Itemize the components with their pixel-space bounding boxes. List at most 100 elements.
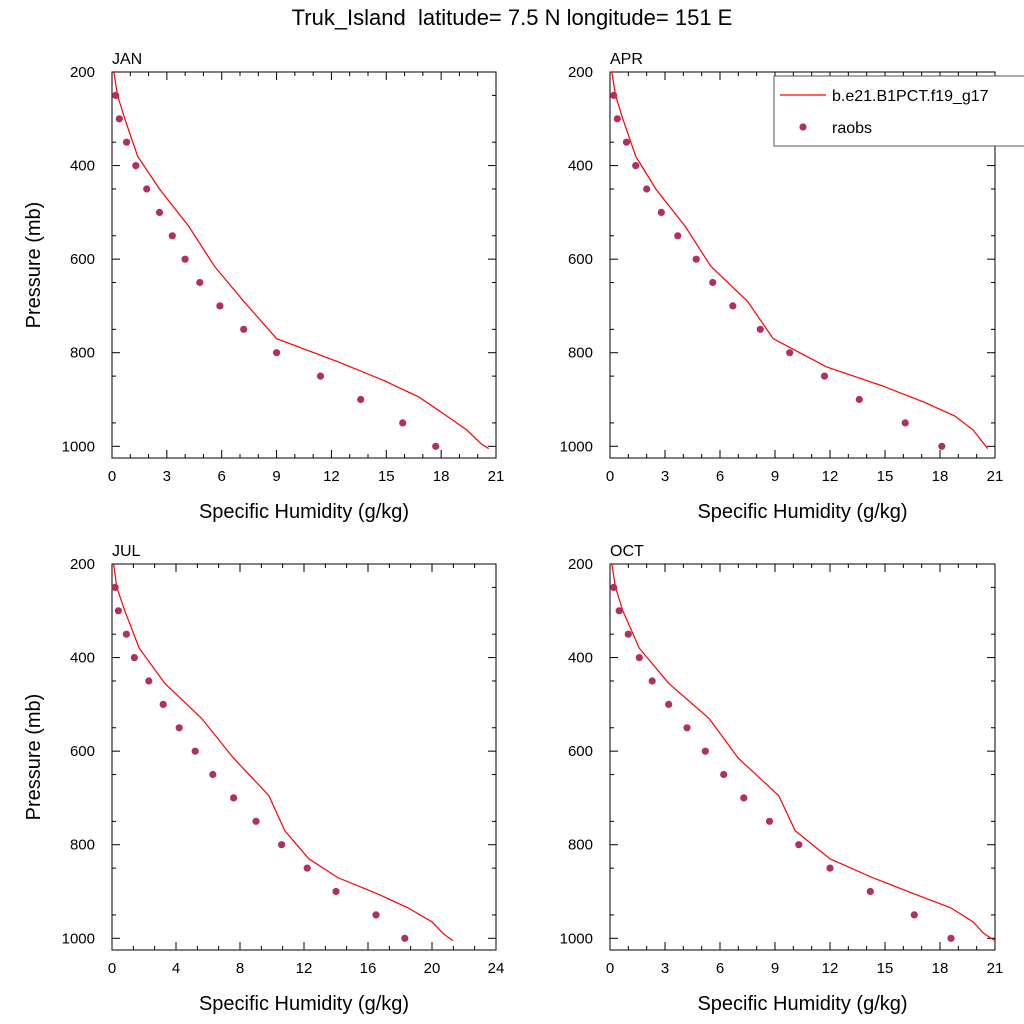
x-tick-label: 0	[606, 468, 614, 485]
x-axis-label: Specific Humidity (g/kg)	[199, 501, 409, 523]
raobs-point	[622, 138, 631, 146]
raobs-point	[230, 794, 238, 802]
x-tick-label: 3	[661, 960, 669, 977]
raobs-point	[168, 232, 176, 240]
raobs-point	[613, 115, 621, 123]
raobs-point	[635, 654, 643, 662]
raobs-point	[196, 278, 204, 287]
x-tick-label: 6	[716, 960, 724, 977]
raobs-point	[855, 395, 863, 404]
plot-frame	[111, 71, 497, 459]
x-tick-label: 4	[172, 960, 180, 977]
raobs-point	[175, 724, 183, 732]
y-tick-label: 1000	[560, 930, 593, 947]
raobs-point	[740, 794, 748, 802]
raobs-point	[399, 419, 407, 427]
raobs-point	[216, 302, 224, 310]
raobs-point	[901, 419, 909, 427]
y-tick-label: 800	[568, 837, 593, 854]
raobs-point	[657, 208, 665, 216]
x-tick-label: 16	[360, 960, 377, 977]
raobs-point	[357, 395, 365, 404]
raobs-point	[112, 91, 120, 99]
raobs-point	[820, 372, 829, 380]
y-tick-label: 400	[70, 158, 95, 175]
raobs-point	[115, 115, 123, 123]
y-tick-label: 200	[568, 556, 593, 573]
raobs-point	[692, 255, 700, 263]
x-tick-label: 3	[661, 468, 669, 485]
y-tick-label: 600	[70, 743, 95, 760]
plot-frame	[609, 563, 996, 951]
legend-entry-label: b.e21.B1PCT.f19_g17	[832, 88, 989, 105]
x-tick-label: 20	[424, 960, 441, 977]
raobs-point	[648, 677, 656, 685]
raobs-point	[332, 887, 340, 896]
y-tick-label: 200	[70, 64, 95, 81]
raobs-point	[786, 349, 794, 357]
model-series-line	[611, 71, 989, 449]
raobs-point	[683, 724, 691, 732]
raobs-point	[114, 607, 122, 615]
raobs-point	[240, 325, 248, 333]
raobs-point	[191, 747, 199, 755]
y-tick-label: 600	[568, 251, 593, 268]
y-tick-label: 800	[70, 345, 95, 362]
y-axis-label: Pressure (mb)	[23, 202, 45, 329]
panel-label: APR	[610, 51, 643, 68]
raobs-point	[938, 442, 946, 450]
x-tick-label: 12	[822, 960, 839, 977]
y-tick-label: 600	[568, 743, 593, 760]
y-tick-label: 200	[70, 556, 95, 573]
raobs-point	[130, 654, 138, 662]
x-tick-label: 9	[272, 468, 280, 485]
panel-label: JAN	[112, 51, 142, 68]
raobs-point	[729, 302, 737, 310]
raobs-point	[674, 232, 682, 240]
y-tick-label: 200	[568, 64, 593, 81]
plot-frame	[609, 71, 996, 459]
raobs-point	[111, 583, 119, 592]
raobs-point	[252, 817, 260, 825]
y-tick-label: 1000	[62, 930, 95, 947]
x-tick-label: 9	[771, 960, 779, 977]
raobs-point	[122, 630, 130, 638]
x-tick-label: 12	[296, 960, 313, 977]
x-tick-label: 18	[433, 468, 450, 485]
legend-marker-swatch	[799, 123, 807, 131]
x-tick-label: 6	[218, 468, 226, 485]
raobs-point	[910, 911, 918, 919]
legend-box	[773, 75, 1024, 147]
x-axis-label: Specific Humidity (g/kg)	[697, 501, 907, 523]
x-tick-label: 12	[822, 468, 839, 485]
figure-title: Truk_Island latitude= 7.5 N longitude= 1…	[291, 5, 733, 30]
y-axis-label: Pressure (mb)	[23, 694, 45, 821]
x-tick-label: 0	[606, 960, 614, 977]
x-tick-label: 18	[932, 960, 949, 977]
raobs-point	[123, 138, 131, 146]
x-tick-label: 21	[987, 468, 1004, 485]
raobs-point	[401, 934, 409, 942]
raobs-point	[432, 442, 440, 450]
raobs-point	[826, 864, 834, 872]
x-axis-label: Specific Humidity (g/kg)	[199, 993, 409, 1015]
x-tick-label: 18	[932, 468, 949, 485]
x-tick-label: 15	[877, 468, 894, 485]
raobs-point	[278, 841, 286, 849]
x-tick-label: 9	[771, 468, 779, 485]
x-tick-label: 0	[108, 960, 116, 977]
x-axis-label: Specific Humidity (g/kg)	[697, 993, 907, 1015]
raobs-point	[273, 349, 281, 357]
raobs-point	[709, 278, 717, 287]
raobs-point	[615, 607, 623, 615]
raobs-point	[372, 911, 380, 919]
raobs-point	[181, 255, 189, 263]
raobs-point	[756, 325, 764, 333]
y-tick-label: 400	[568, 650, 593, 667]
y-tick-label: 1000	[62, 438, 95, 455]
y-tick-label: 800	[568, 345, 593, 362]
y-tick-label: 800	[70, 837, 95, 854]
x-tick-label: 8	[236, 960, 244, 977]
raobs-point	[155, 208, 164, 216]
raobs-point	[632, 162, 640, 170]
